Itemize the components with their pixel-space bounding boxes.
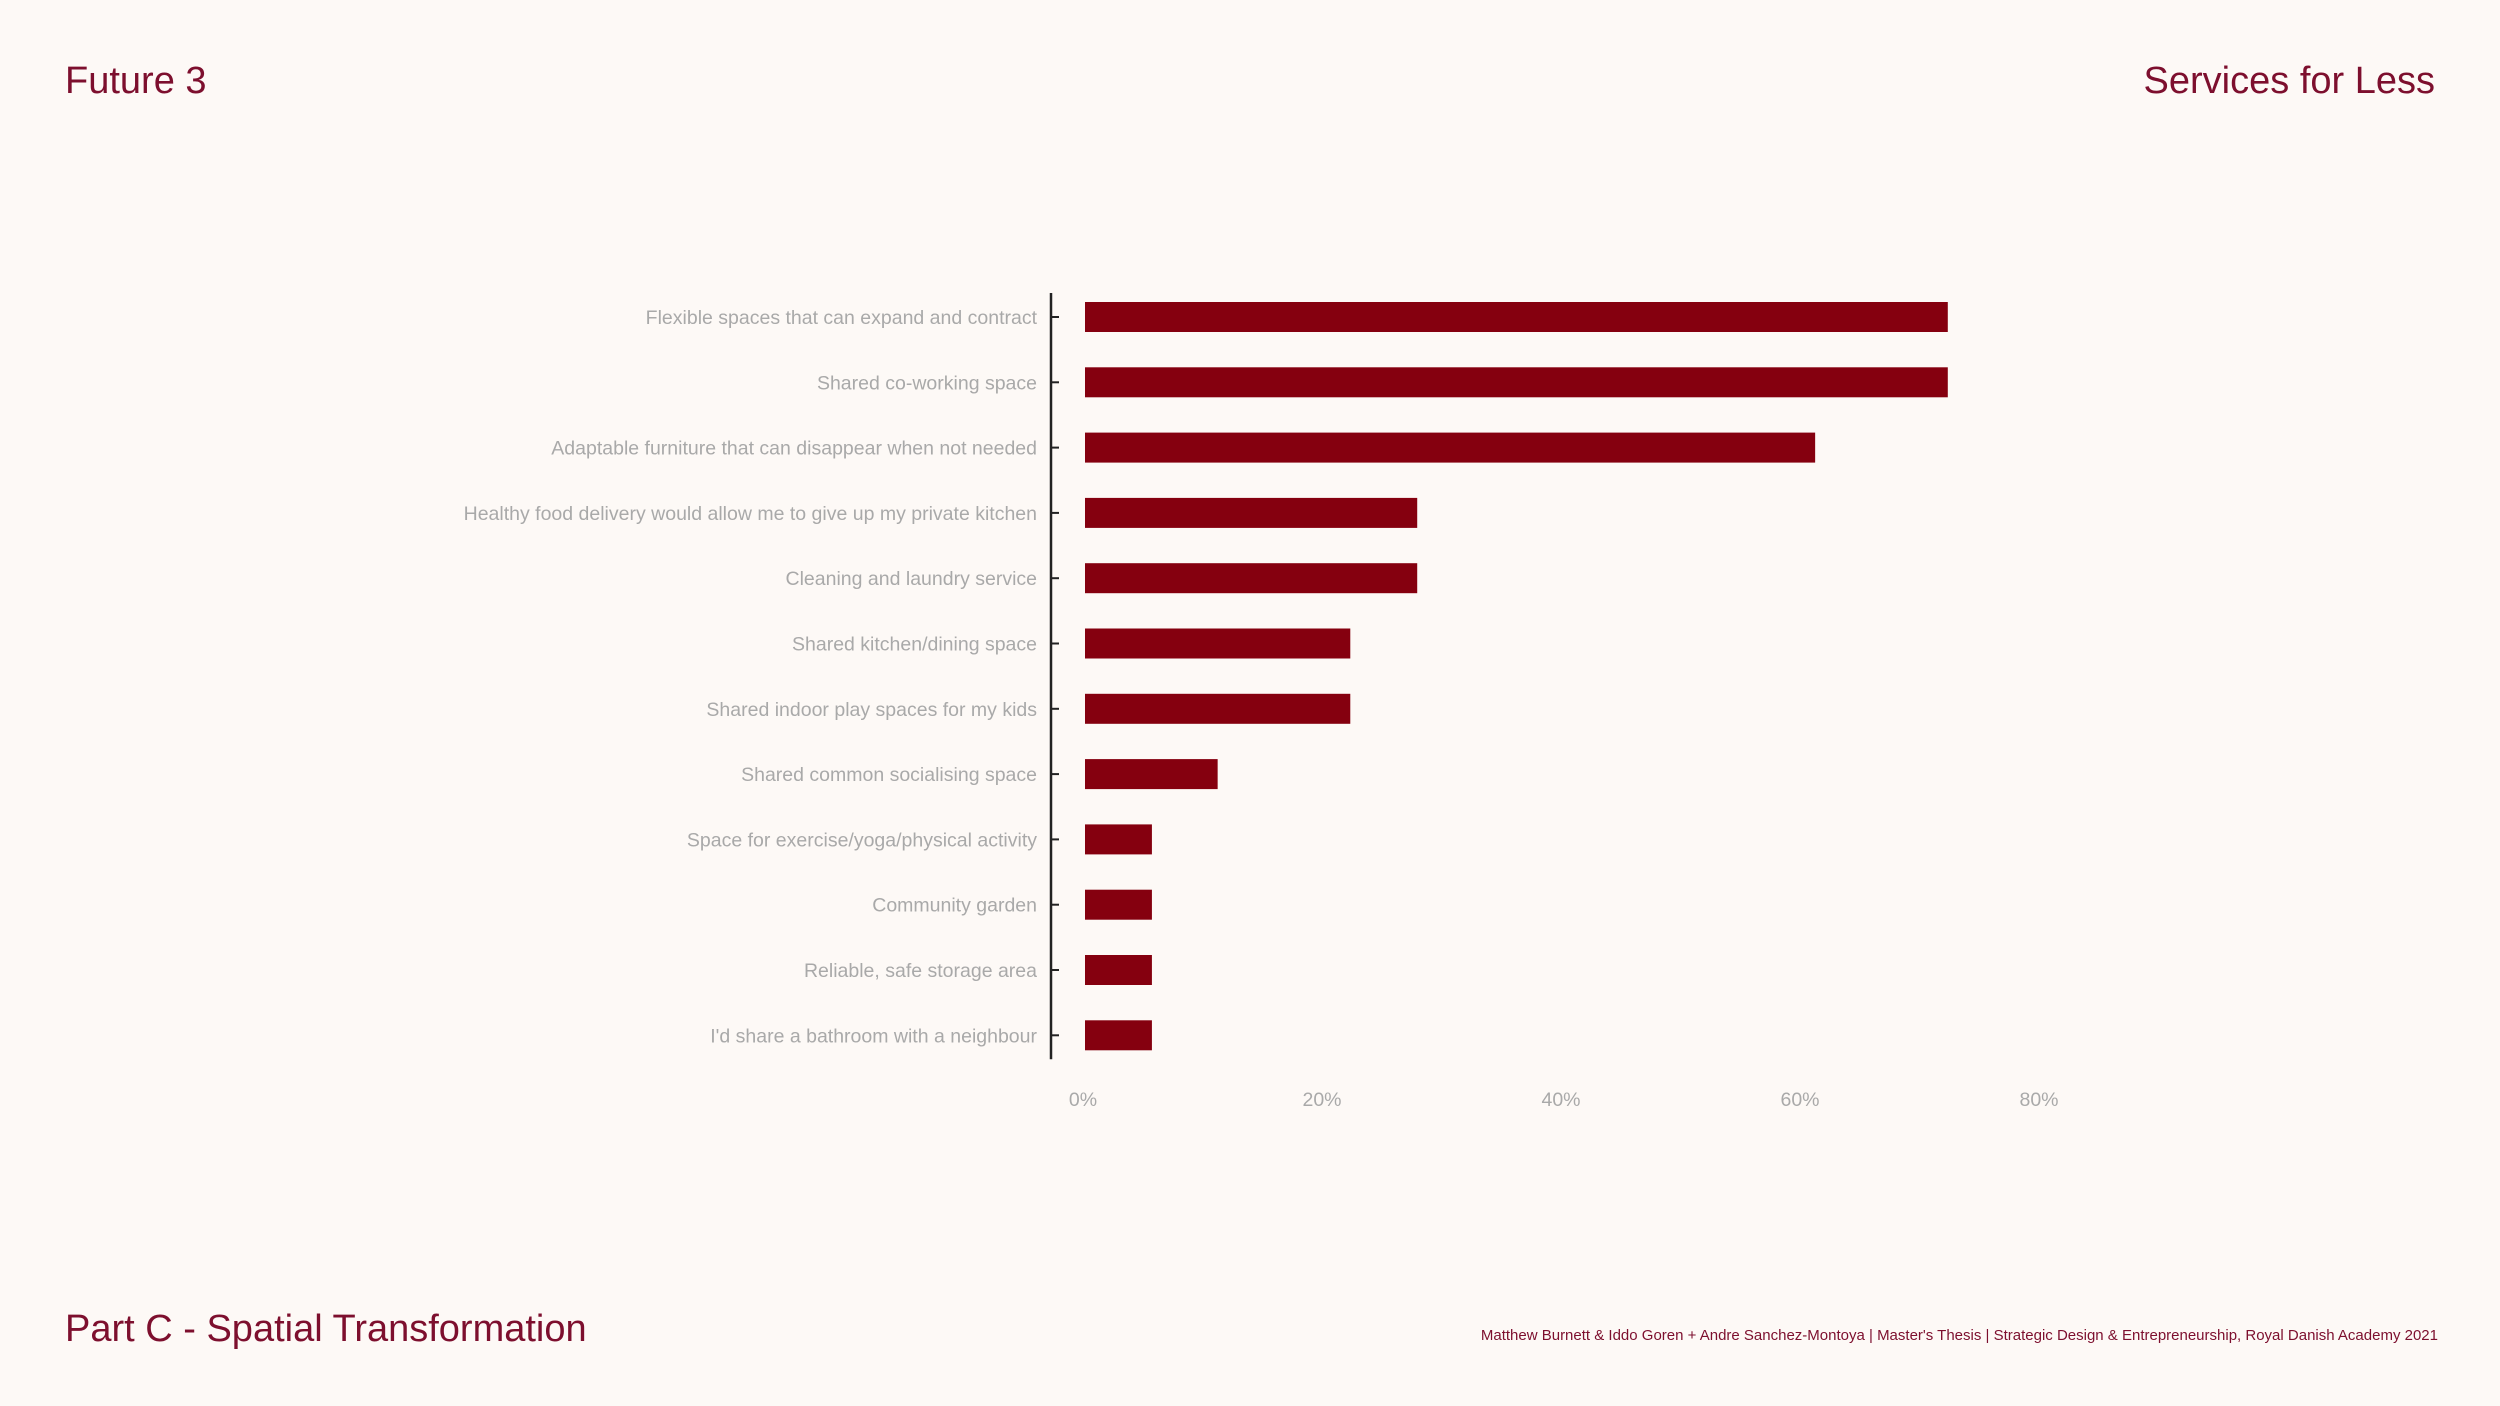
category-label: Shared co-working space — [817, 372, 1037, 394]
category-label: Community garden — [872, 895, 1037, 917]
category-label: Adaptable furniture that can disappear w… — [551, 438, 1037, 460]
x-tick-label: 60% — [1780, 1089, 1819, 1111]
category-label: Shared common socialising space — [741, 764, 1037, 786]
section-heading: Services for Less — [2143, 60, 2435, 102]
category-label: Shared indoor play spaces for my kids — [706, 699, 1037, 721]
bar — [1085, 759, 1218, 790]
bar — [1085, 824, 1152, 855]
category-labels: Flexible spaces that can expand and cont… — [464, 307, 1038, 1047]
bar — [1085, 563, 1418, 594]
category-label: Space for exercise/yoga/physical activit… — [687, 829, 1037, 851]
part-title: Part C - Spatial Transformation — [65, 1308, 587, 1350]
category-label: I'd share a bathroom with a neighbour — [710, 1025, 1037, 1047]
x-tick-label: 80% — [2019, 1089, 2058, 1111]
bar — [1085, 367, 1948, 398]
bar — [1085, 955, 1152, 985]
category-label: Reliable, safe storage area — [804, 960, 1037, 982]
y-axis — [1049, 293, 1059, 1060]
category-label: Cleaning and laundry service — [786, 568, 1037, 590]
page-title: Future 3 — [65, 60, 207, 102]
x-tick-labels: 0% 20% 40% 60% 80% — [1069, 1089, 2059, 1111]
bar — [1085, 302, 1948, 332]
category-label: Healthy food delivery would allow me to … — [464, 503, 1037, 525]
bar — [1085, 628, 1351, 659]
bars — [1085, 302, 1948, 1051]
bar — [1085, 432, 1816, 463]
bar — [1085, 889, 1152, 920]
category-label: Flexible spaces that can expand and cont… — [646, 307, 1038, 329]
bar — [1085, 1020, 1152, 1051]
bar — [1085, 693, 1351, 724]
x-tick-label: 20% — [1302, 1089, 1341, 1111]
bar — [1085, 497, 1418, 528]
x-tick-label: 0% — [1069, 1089, 1097, 1111]
x-tick-label: 40% — [1541, 1089, 1580, 1111]
footer-credit: Matthew Burnett & Iddo Goren + Andre San… — [1480, 1327, 2438, 1344]
category-label: Shared kitchen/dining space — [792, 634, 1037, 656]
